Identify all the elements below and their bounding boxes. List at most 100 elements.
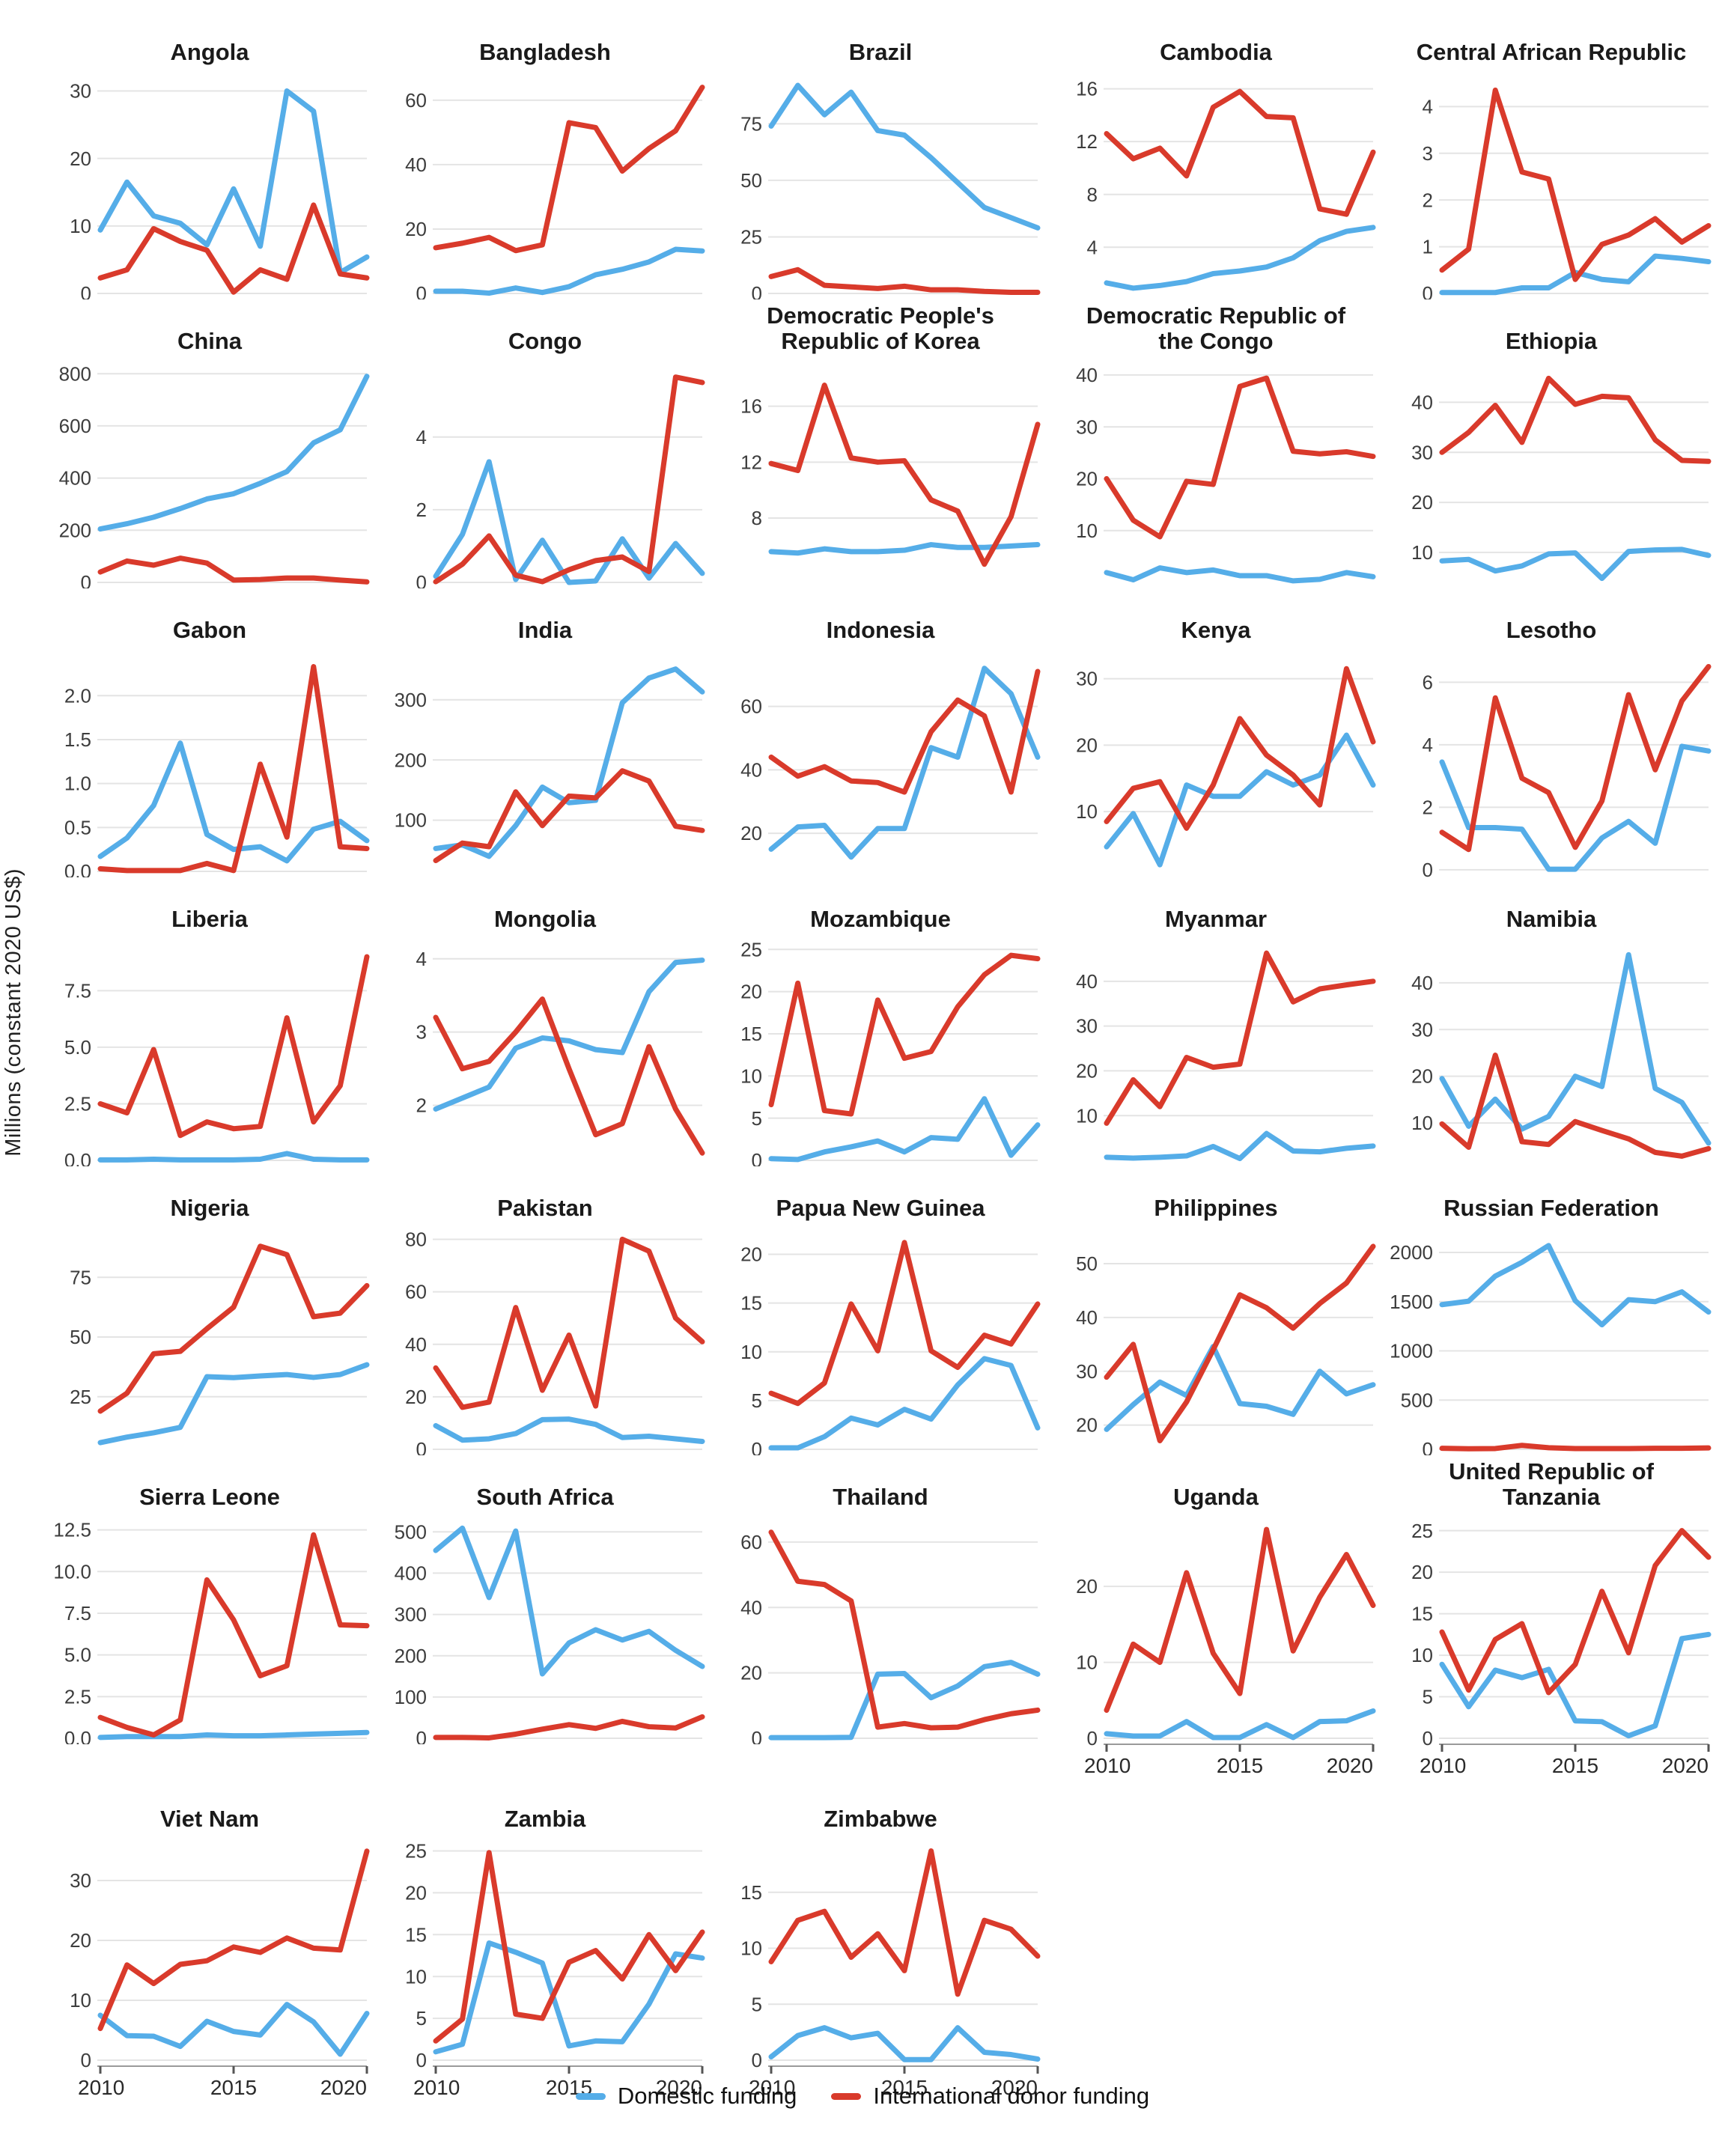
y-tick-label: 300: [395, 689, 427, 711]
y-tick-label: 8: [1087, 183, 1098, 206]
panel-angola: Angola 0 10 20 30: [42, 10, 377, 299]
y-tick-label: 0.0: [64, 860, 91, 877]
panel-title-india: India: [517, 617, 573, 644]
y-tick-label: 1000: [1390, 1340, 1433, 1362]
legend-item-donor: International donor funding: [831, 2083, 1149, 2110]
domestic-funding-line: [1104, 732, 1376, 868]
panel-title-liberia: Liberia: [171, 906, 248, 933]
y-tick-label: 3: [416, 1021, 427, 1044]
y-tick-label: 20: [1411, 1561, 1433, 1583]
x-tick-label: 2015: [881, 2076, 928, 2099]
legend-item-domestic: Domestic funding: [575, 2083, 797, 2110]
donor-funding-line: [433, 85, 705, 254]
x-tick-label: 2010: [413, 2076, 460, 2099]
y-tick-label: 12: [1076, 130, 1098, 153]
plot-uganda: 0 10 20 2010 2015 2020: [1076, 1526, 1376, 1777]
panel-title-papua-new-guinea: Papua New Guinea: [776, 1195, 985, 1222]
y-tick-label: 0: [752, 282, 762, 299]
y-tick-label: 30: [1076, 668, 1098, 690]
panel-pakistan: Pakistan 0 20 40 60 80: [377, 1166, 713, 1455]
y-tick-label: 30: [70, 1869, 91, 1892]
plot-mozambique: 0 5 10 15 20 25: [740, 939, 1041, 1166]
plot-china: 0 200 400 600 800: [59, 362, 370, 588]
panel-title-congo: Congo: [508, 328, 582, 355]
panel-title-russian-federation: Russian Federation: [1443, 1195, 1659, 1222]
donor-funding-line: [97, 1243, 370, 1414]
y-tick-label: 600: [59, 415, 91, 437]
domestic-funding-line: [97, 1362, 370, 1446]
panel-zimbabwe: Zimbabwe 0 5 10 15 2010 2015 2020: [713, 1777, 1048, 2099]
domestic-funding-line: [1104, 1708, 1376, 1741]
panel-title-china: China: [177, 328, 243, 355]
y-tick-label: 10: [1076, 520, 1098, 542]
panel-title-cambodia: Cambodia: [1160, 39, 1272, 66]
x-tick-label: 2020: [991, 2076, 1038, 2099]
y-tick-label: 20: [740, 1243, 762, 1266]
panel-papua-new-guinea: Papua New Guinea 0 5 10 15 20: [713, 1166, 1048, 1455]
donor-funding-line: [97, 954, 370, 1139]
donor-funding-line: [97, 1532, 370, 1738]
y-tick-label: 300: [395, 1604, 427, 1626]
y-tick-label: 5: [1423, 1686, 1433, 1708]
y-tick-label: 0: [752, 2049, 762, 2071]
panel-united-republic-of-tanzania: United Republic of Tanzania 0 5 10 15 20 25 201…: [1384, 1455, 1719, 1777]
y-tick-label: 30: [70, 80, 91, 103]
y-tick-label: 2: [1423, 796, 1433, 818]
donor-funding-line: [1104, 1243, 1376, 1443]
y-tick-label: 10: [70, 1989, 91, 2012]
y-tick-label: 20: [1076, 1414, 1098, 1437]
panel-title-kenya: Kenya: [1181, 617, 1251, 644]
panel-democratic-people-s-republic-of-korea: Democratic People's Republic of Korea 8 12…: [713, 299, 1048, 588]
y-tick-label: 30: [1076, 415, 1098, 438]
y-tick-label: 5: [752, 1389, 762, 1412]
panel-title-angola: Angola: [170, 39, 249, 66]
domestic-funding-line: [97, 1729, 370, 1741]
panel-china: China 0 200 400 600 800: [42, 299, 377, 588]
plot-indonesia: 20 40 60: [740, 666, 1041, 860]
x-tick-label: 2020: [1662, 1754, 1709, 1777]
y-tick-label: 0: [81, 282, 91, 299]
panel-title-nigeria: Nigeria: [170, 1195, 249, 1222]
y-tick-label: 30: [1411, 441, 1433, 463]
y-tick-label: 20: [405, 1386, 427, 1408]
y-tick-label: 0: [416, 1438, 427, 1455]
y-tick-label: 8: [752, 507, 762, 529]
y-tick-label: 50: [740, 169, 762, 192]
plot-ethiopia: 10 20 30 40: [1411, 375, 1712, 582]
y-tick-label: 10: [405, 1965, 427, 1988]
y-tick-label: 10.0: [53, 1560, 91, 1583]
panel-uganda: Uganda 0 10 20 2010 2015 2020: [1048, 1455, 1384, 1777]
y-tick-label: 75: [740, 113, 762, 135]
y-tick-label: 0: [1087, 1727, 1098, 1750]
y-tick-label: 0: [416, 571, 427, 588]
plot-central-african-republic: 0 1 2 3 4: [1423, 87, 1712, 299]
y-tick-label: 40: [1411, 972, 1433, 994]
y-tick-label: 20: [405, 218, 427, 240]
panel-indonesia: Indonesia 20 40 60: [713, 588, 1048, 877]
y-tick-label: 75: [70, 1266, 91, 1288]
x-tick-label: 2010: [1084, 1754, 1131, 1777]
domestic-funding-line: [97, 2002, 370, 2057]
y-tick-label: 10: [1076, 1104, 1098, 1127]
domestic-funding-line: [433, 246, 705, 296]
y-tick-label: 10: [1411, 1112, 1433, 1134]
donor-funding-line: [768, 952, 1041, 1117]
domestic-funding-line: [97, 740, 370, 864]
plot-congo: 0 2 4: [416, 374, 705, 588]
y-tick-label: 20: [1076, 1575, 1098, 1598]
plot-cambodia: 4 8 12 16: [1076, 78, 1376, 291]
domestic-funding-line: [433, 666, 705, 859]
donor-funding-line: [1104, 375, 1376, 540]
y-tick-label: 50: [70, 1326, 91, 1348]
y-tick-label: 2000: [1390, 1241, 1433, 1264]
y-tick-label: 500: [395, 1520, 427, 1543]
y-tick-label: 20: [740, 981, 762, 1003]
y-tick-label: 25: [405, 1840, 427, 1863]
x-tick-label: 2020: [656, 2076, 702, 2099]
y-tick-label: 1.0: [64, 773, 91, 795]
y-tick-label: 30: [1411, 1018, 1433, 1041]
panel-title-south-africa: South Africa: [476, 1484, 614, 1511]
domestic-funding-line: [1439, 546, 1712, 582]
y-tick-label: 2: [1423, 189, 1433, 211]
domestic-funding-line: [433, 459, 705, 585]
